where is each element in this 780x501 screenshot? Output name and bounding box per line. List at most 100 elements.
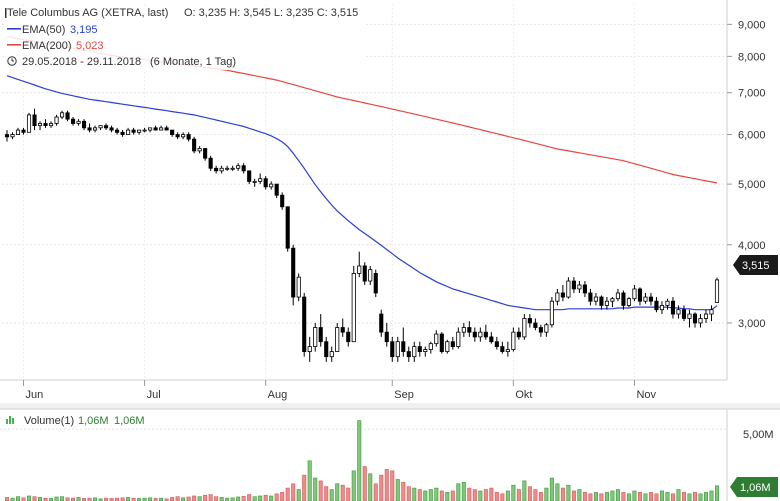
ema50-legend-swatch [7, 28, 21, 30]
candle-body [505, 349, 510, 352]
legend: Tele Columbus AG (XETRA, last) O: 3,235 … [4, 6, 364, 70]
candle [219, 165, 224, 174]
candle-body [192, 138, 197, 152]
candle [32, 108, 37, 131]
volume-bar [714, 485, 720, 501]
candle [115, 127, 120, 135]
volume-bar [181, 497, 186, 501]
volume-bar [500, 493, 505, 501]
volume-bar [186, 496, 191, 501]
volume-bar [324, 486, 329, 501]
candle-body [225, 167, 230, 170]
candle-body [340, 327, 345, 333]
volume-bar [313, 477, 318, 501]
candle-body [126, 129, 131, 135]
candle-body [511, 331, 516, 350]
volume-bar [610, 490, 615, 501]
volume-bar [65, 497, 70, 501]
candle-body [599, 296, 604, 306]
candle-body [329, 351, 334, 358]
candle-body [445, 341, 450, 352]
candle [203, 148, 208, 161]
candle-body [263, 178, 268, 188]
candle-body [516, 331, 521, 338]
x-tick-label: Aug [268, 389, 288, 401]
volume-bar [560, 487, 565, 501]
volume-bar [346, 487, 351, 501]
candle-body [269, 183, 274, 188]
volume-bar [258, 495, 263, 501]
candle [247, 170, 252, 185]
volume-bar [467, 487, 472, 501]
candle [137, 129, 142, 135]
volume-bar [335, 483, 340, 501]
candle-body [434, 333, 439, 345]
candle [461, 322, 466, 337]
candle-body [665, 300, 670, 306]
candle-body [313, 327, 318, 348]
volume-bar [379, 474, 384, 501]
candle [445, 339, 450, 354]
volume-bar [4, 497, 10, 501]
volume-bar [175, 496, 180, 501]
volume-bar [582, 492, 587, 501]
volume-bar [362, 466, 367, 501]
date-range: 29.05.2018 - 29.11.2018 [22, 56, 141, 68]
candle [37, 121, 43, 131]
candle [252, 178, 257, 187]
volume-bar [49, 498, 54, 501]
candle-body [621, 292, 626, 306]
volume-bar [516, 489, 521, 501]
volume-bar [153, 498, 158, 501]
period-label: (6 Monate, 1 Tag) [150, 56, 236, 68]
candle [192, 136, 197, 154]
candle [566, 277, 571, 299]
volume-bar [60, 496, 65, 501]
candle [516, 327, 521, 340]
volume-bar [632, 490, 637, 501]
candle [494, 336, 499, 350]
candle [258, 173, 263, 185]
volume-bar [417, 489, 422, 501]
candle [70, 117, 76, 126]
volume-bar [604, 492, 609, 501]
y-tick-label: 5,000 [738, 179, 766, 191]
ohlc-values: O: 3,235 H: 3,545 L: 3,235 C: 3,515 [184, 7, 358, 19]
ema50-path [6, 75, 718, 311]
candle-body [450, 341, 455, 348]
candle [549, 297, 554, 328]
ema50-legend-label: EMA(50) [22, 24, 65, 36]
candle-body [104, 125, 109, 129]
y-tick-label: 7,000 [738, 88, 766, 100]
volume-bar [368, 473, 373, 501]
y-tick-label: 6,000 [738, 130, 766, 142]
volume-bar [412, 487, 417, 501]
volume-bar [373, 483, 378, 501]
volume-bar [511, 484, 516, 501]
candle-body [197, 148, 202, 152]
volume-bar [318, 480, 323, 501]
volume-bar [472, 489, 477, 501]
volume-bar [648, 492, 653, 501]
volume-bar [390, 470, 395, 501]
candle-body [26, 114, 32, 133]
candle [593, 292, 598, 306]
candle [170, 129, 175, 137]
candle [236, 163, 241, 171]
candle [687, 309, 692, 328]
volume-bar [544, 487, 549, 501]
y-tick-label: 9,000 [738, 19, 766, 31]
candle [208, 155, 213, 171]
candle-body [412, 346, 417, 358]
volume-bar [428, 489, 433, 501]
candle [43, 119, 48, 128]
candle [148, 127, 153, 133]
candle [626, 297, 631, 308]
volume-bar [577, 489, 582, 501]
volume-bar [285, 487, 290, 501]
candle [186, 132, 191, 142]
candle-body [390, 341, 395, 358]
candle-body [681, 309, 687, 319]
volume-last-value: 1,06M [740, 482, 771, 494]
candle [571, 277, 576, 293]
